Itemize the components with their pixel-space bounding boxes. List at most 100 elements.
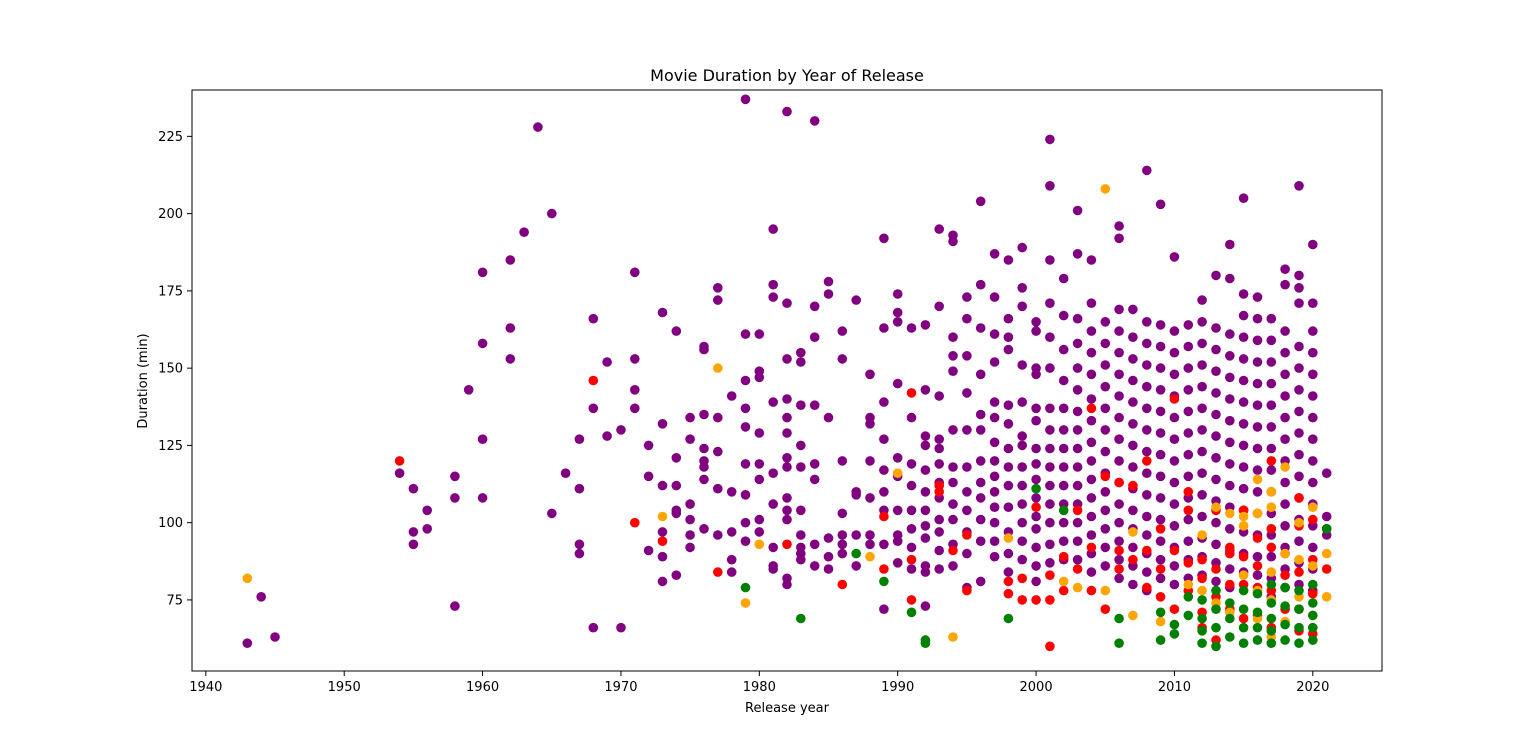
data-point-purple bbox=[1003, 443, 1014, 454]
data-point-purple bbox=[920, 440, 931, 451]
data-point-green bbox=[1308, 622, 1318, 633]
data-point-red bbox=[630, 517, 640, 528]
data-point-purple bbox=[962, 425, 972, 435]
data-point-purple bbox=[989, 292, 1000, 302]
data-point-purple bbox=[1086, 437, 1097, 448]
data-point-purple bbox=[1308, 239, 1318, 250]
data-point-purple bbox=[657, 307, 668, 318]
data-point-red bbox=[1142, 582, 1152, 593]
data-point-purple bbox=[768, 564, 778, 574]
data-point-purple bbox=[975, 576, 986, 587]
data-point-purple bbox=[1003, 344, 1014, 355]
data-point-purple bbox=[1294, 270, 1304, 281]
data-point-purple bbox=[1280, 434, 1290, 445]
data-point-purple bbox=[1308, 347, 1318, 358]
data-point-purple bbox=[1017, 480, 1027, 491]
data-point-purple bbox=[837, 456, 848, 466]
data-point-orange bbox=[1225, 508, 1235, 519]
data-point-purple bbox=[657, 527, 668, 537]
data-point-purple bbox=[1238, 462, 1249, 472]
data-point-purple bbox=[906, 524, 917, 534]
data-point-purple bbox=[1197, 360, 1207, 370]
data-point-purple bbox=[643, 440, 654, 451]
data-point-purple bbox=[1114, 233, 1124, 244]
data-point-purple bbox=[408, 483, 419, 494]
data-point-purple bbox=[602, 357, 612, 367]
data-point-green bbox=[1183, 592, 1194, 602]
data-point-red bbox=[1308, 588, 1318, 599]
data-point-orange bbox=[754, 539, 765, 550]
data-point-purple bbox=[643, 471, 654, 482]
data-point-green bbox=[1266, 626, 1277, 636]
data-point-purple bbox=[1308, 369, 1318, 380]
data-point-orange bbox=[1183, 579, 1194, 590]
data-point-red bbox=[657, 536, 668, 546]
data-point-purple bbox=[1225, 239, 1235, 250]
data-point-green bbox=[740, 582, 751, 593]
data-point-purple bbox=[740, 536, 751, 546]
data-point-purple bbox=[879, 604, 889, 614]
data-point-purple bbox=[906, 480, 917, 491]
x-tick-label: 1980 bbox=[743, 680, 776, 695]
data-point-red bbox=[837, 579, 848, 590]
data-point-purple bbox=[1100, 487, 1111, 497]
data-point-orange bbox=[1266, 567, 1277, 577]
data-point-red bbox=[1017, 595, 1027, 605]
data-point-green bbox=[1058, 505, 1069, 516]
data-point-purple bbox=[948, 236, 958, 247]
data-point-orange bbox=[1100, 585, 1111, 596]
data-point-purple bbox=[906, 323, 917, 333]
data-point-purple bbox=[1252, 400, 1263, 411]
data-point-green bbox=[1266, 579, 1277, 590]
data-point-purple bbox=[962, 505, 972, 516]
data-point-green bbox=[1308, 579, 1318, 590]
data-point-green bbox=[1211, 622, 1221, 633]
data-point-green bbox=[1252, 607, 1263, 618]
data-point-purple bbox=[1225, 394, 1235, 404]
data-point-purple bbox=[1294, 471, 1304, 482]
data-point-orange bbox=[1252, 474, 1263, 485]
data-point-purple bbox=[1280, 347, 1290, 358]
data-point-red bbox=[1142, 456, 1152, 466]
data-point-purple bbox=[1114, 456, 1124, 466]
data-point-purple bbox=[1225, 372, 1235, 383]
data-point-purple bbox=[1308, 456, 1318, 466]
data-point-green bbox=[1031, 483, 1041, 494]
data-point-purple bbox=[533, 122, 543, 132]
data-point-purple bbox=[1197, 338, 1207, 349]
data-point-purple bbox=[1280, 369, 1290, 380]
data-point-purple bbox=[602, 431, 612, 441]
data-point-purple bbox=[1114, 221, 1124, 231]
data-point-purple bbox=[948, 332, 958, 343]
data-point-purple bbox=[713, 446, 723, 457]
data-point-purple bbox=[1100, 360, 1111, 370]
data-point-purple bbox=[1045, 425, 1055, 435]
data-point-orange bbox=[1252, 508, 1263, 519]
data-point-purple bbox=[851, 561, 861, 571]
data-point-purple bbox=[892, 453, 903, 463]
data-point-purple bbox=[975, 514, 986, 525]
data-point-purple bbox=[851, 295, 861, 305]
data-point-purple bbox=[740, 422, 751, 432]
data-point-purple bbox=[685, 434, 695, 445]
data-point-purple bbox=[1031, 443, 1041, 454]
data-point-purple bbox=[1031, 561, 1041, 571]
data-point-green bbox=[1169, 629, 1180, 639]
data-point-purple bbox=[975, 456, 986, 466]
data-point-red bbox=[1169, 394, 1180, 404]
data-point-green bbox=[851, 548, 861, 559]
data-point-purple bbox=[1017, 462, 1027, 472]
data-point-purple bbox=[477, 434, 488, 445]
data-point-purple bbox=[809, 539, 820, 550]
data-point-purple bbox=[270, 632, 280, 642]
data-point-purple bbox=[1017, 283, 1027, 293]
data-point-purple bbox=[782, 505, 792, 516]
data-point-purple bbox=[1252, 292, 1263, 302]
data-point-purple bbox=[1128, 505, 1138, 516]
data-point-purple bbox=[1169, 521, 1180, 531]
data-point-green bbox=[1308, 635, 1318, 645]
data-point-purple bbox=[1086, 369, 1097, 380]
data-point-green bbox=[1225, 613, 1235, 624]
data-point-red bbox=[1294, 493, 1304, 503]
data-point-purple bbox=[1045, 443, 1055, 454]
